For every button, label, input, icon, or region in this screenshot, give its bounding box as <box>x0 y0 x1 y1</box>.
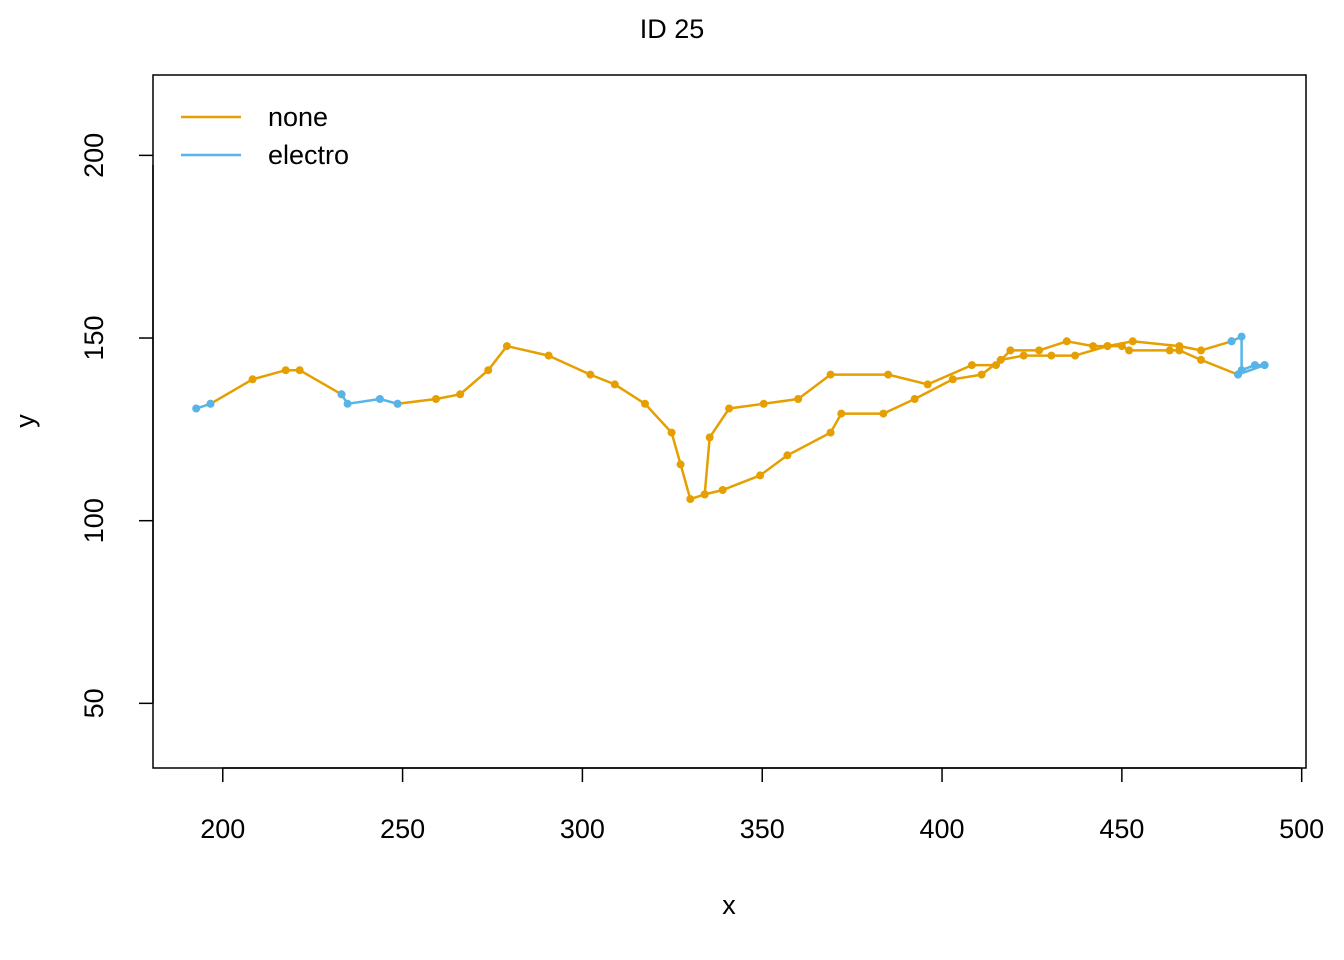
data-point-none-40 <box>1125 346 1134 355</box>
series-points-none <box>206 337 1242 504</box>
y-tick-label-200: 200 <box>79 133 109 178</box>
data-point-none-20 <box>759 399 768 408</box>
data-point-electro-5 <box>393 399 402 408</box>
data-point-none-37 <box>1197 355 1205 364</box>
data-point-none-2 <box>281 366 290 375</box>
data-point-none-49 <box>910 395 919 403</box>
chart-title: ID 25 <box>640 14 705 44</box>
x-tick-label-250: 250 <box>380 814 425 844</box>
y-tick-label-50: 50 <box>79 688 109 718</box>
x-axis-label: x <box>722 890 736 920</box>
data-point-none-21 <box>794 395 803 403</box>
data-point-none-7 <box>456 390 465 399</box>
data-point-none-34 <box>1197 346 1205 355</box>
data-point-none-26 <box>992 361 1000 370</box>
plot-area-border <box>152 74 1307 769</box>
data-point-electro-6 <box>1227 337 1236 346</box>
data-point-electro-1 <box>206 399 215 408</box>
data-point-none-22 <box>826 370 835 379</box>
series-layer <box>192 332 1269 504</box>
data-point-none-44 <box>1047 351 1056 360</box>
data-point-none-25 <box>967 361 976 370</box>
data-point-electro-11 <box>1260 361 1269 370</box>
series-line-electro-1 <box>340 393 398 406</box>
data-point-none-11 <box>586 370 595 379</box>
data-point-electro-12 <box>1234 370 1242 379</box>
data-point-none-52 <box>826 428 835 437</box>
x-tick-label-300: 300 <box>560 814 605 844</box>
data-point-none-48 <box>948 375 957 384</box>
data-point-none-42 <box>1103 342 1112 351</box>
data-point-none-14 <box>667 428 676 437</box>
data-point-none-56 <box>700 490 709 499</box>
y-axis-label: y <box>10 414 40 428</box>
data-point-none-50 <box>879 409 888 418</box>
legend-label-electro: electro <box>268 140 349 170</box>
data-point-none-3 <box>295 366 304 375</box>
x-axis: 200 250 300 350 400 450 500 <box>200 767 1324 844</box>
data-point-none-29 <box>1062 337 1071 346</box>
data-point-none-10 <box>544 351 553 360</box>
data-point-none-39 <box>1165 346 1174 355</box>
data-point-none-9 <box>502 342 511 351</box>
data-point-none-30 <box>1089 342 1098 351</box>
data-point-none-27 <box>1006 346 1015 355</box>
x-tick-label-350: 350 <box>740 814 785 844</box>
series-points-electro <box>192 332 1269 413</box>
y-axis: 50 100 150 200 <box>79 133 154 718</box>
x-tick-label-500: 500 <box>1279 814 1324 844</box>
series-line-none-0 <box>209 368 343 405</box>
data-point-electro-2 <box>337 390 346 399</box>
legend: none electro <box>181 102 349 170</box>
data-point-none-41 <box>1117 342 1126 351</box>
data-point-none-38 <box>1175 346 1184 355</box>
series-none <box>209 340 1239 501</box>
x-tick-label-450: 450 <box>1099 814 1144 844</box>
data-point-electro-3 <box>343 399 352 408</box>
data-point-none-15 <box>676 460 685 469</box>
data-point-none-24 <box>923 380 932 389</box>
y-tick-label-150: 150 <box>79 315 109 360</box>
data-point-none-51 <box>837 409 846 418</box>
series-line-electro-2 <box>1231 335 1265 372</box>
data-point-none-53 <box>783 451 792 460</box>
data-point-electro-7 <box>1237 332 1246 341</box>
data-point-none-19 <box>725 404 734 413</box>
data-point-none-8 <box>484 366 493 375</box>
data-point-none-47 <box>977 370 986 379</box>
data-point-none-13 <box>641 399 649 408</box>
legend-label-none: none <box>268 102 328 132</box>
data-point-none-18 <box>705 433 714 442</box>
data-point-none-45 <box>1019 351 1028 360</box>
data-point-none-32 <box>1128 337 1137 346</box>
data-point-none-54 <box>756 471 765 480</box>
data-point-none-55 <box>718 486 727 494</box>
y-tick-label-100: 100 <box>79 498 109 543</box>
data-point-none-6 <box>432 395 440 403</box>
series-line-none-1 <box>397 340 1232 501</box>
x-tick-label-200: 200 <box>200 814 245 844</box>
data-point-none-46 <box>996 355 1005 364</box>
data-point-none-23 <box>884 370 893 379</box>
data-point-none-1 <box>248 375 257 384</box>
x-tick-label-400: 400 <box>920 814 965 844</box>
data-point-none-28 <box>1035 346 1044 355</box>
data-point-none-43 <box>1071 351 1080 360</box>
data-point-electro-0 <box>192 404 201 413</box>
data-point-none-12 <box>610 380 619 389</box>
data-point-electro-9 <box>1250 361 1259 370</box>
data-point-none-16 <box>686 495 695 504</box>
data-point-electro-4 <box>375 395 384 403</box>
